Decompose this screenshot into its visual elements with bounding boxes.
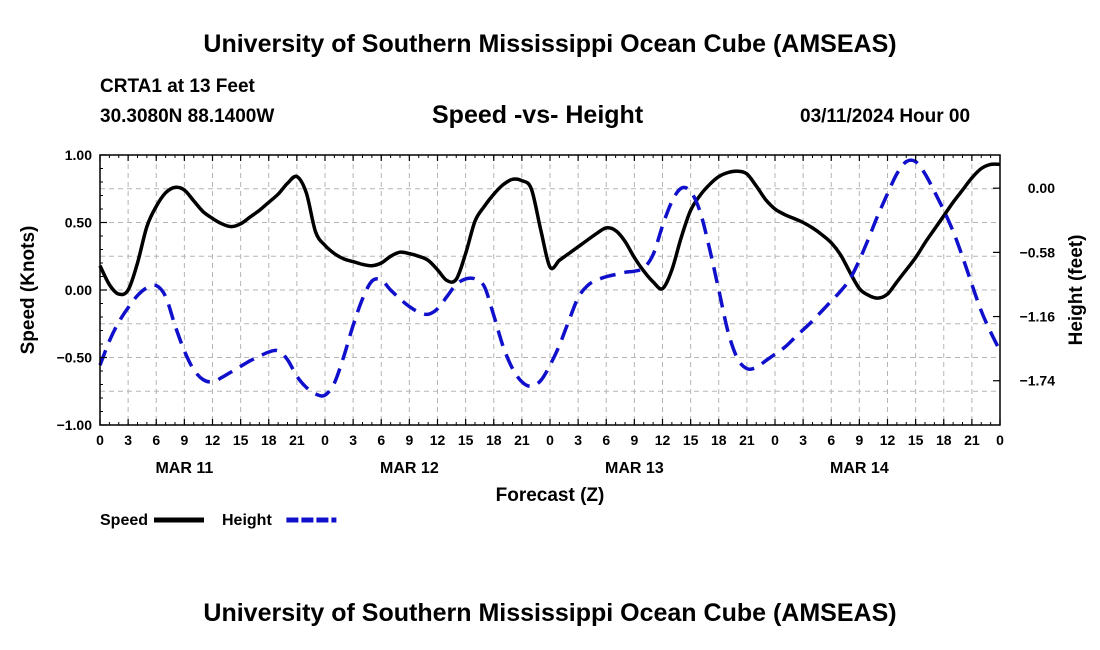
x-tick-label: 3: [124, 432, 132, 448]
x-tick-label: 0: [546, 432, 554, 448]
series-line-height: [98, 158, 1002, 398]
x-tick-label: 12: [430, 432, 446, 448]
x-tick-label: 21: [289, 432, 305, 448]
y2-axis-title: Height (feet): [1066, 235, 1087, 346]
x-tick-label: 15: [233, 432, 249, 448]
date-label: MAR 12: [380, 460, 439, 477]
x-tick-label: 3: [349, 432, 357, 448]
page-title: University of Southern Mississippi Ocean…: [203, 30, 897, 58]
x-tick-label: 9: [855, 432, 863, 448]
x-tick-label: 18: [711, 432, 727, 448]
x-tick-label: 0: [771, 432, 779, 448]
footer-title: University of Southern Mississippi Ocean…: [203, 599, 897, 627]
x-tick-label: 15: [908, 432, 924, 448]
x-tick-label: 18: [936, 432, 952, 448]
x-tick-label: 6: [377, 432, 385, 448]
coordinates-label: 30.3080N 88.1400W: [100, 106, 275, 127]
y2-tick-label: −1.16: [1020, 309, 1056, 325]
x-tick-label: 15: [683, 432, 699, 448]
x-tick-label: 6: [827, 432, 835, 448]
x-tick-label: 3: [574, 432, 582, 448]
x-tick-label: 6: [152, 432, 160, 448]
x-tick-label: 0: [96, 432, 104, 448]
y-axis-title: Speed (Knots): [18, 226, 39, 355]
date-label: MAR 13: [605, 460, 664, 477]
y-tick-label: 1.00: [65, 147, 92, 163]
x-tick-label: 18: [486, 432, 502, 448]
x-axis-title: Forecast (Z): [496, 485, 605, 506]
x-tick-label: 15: [458, 432, 474, 448]
x-tick-label: 9: [405, 432, 413, 448]
y2-tick-label: 0.00: [1028, 180, 1055, 196]
legend-label-height: Height: [222, 512, 272, 529]
date-label: MAR 11: [155, 460, 213, 477]
legend: Speed Height: [100, 512, 337, 529]
x-tick-label: 3: [799, 432, 807, 448]
y-tick-label: 0.00: [65, 282, 92, 298]
x-tick-label: 0: [321, 432, 329, 448]
grid-lines: [99, 154, 1001, 426]
x-tick-label: 9: [180, 432, 188, 448]
x-tick-label: 6: [602, 432, 610, 448]
x-tick-label: 12: [655, 432, 671, 448]
x-tick-label: 9: [630, 432, 638, 448]
y2-tick-label: −0.58: [1020, 244, 1056, 260]
y-tick-label: 0.50: [65, 215, 92, 231]
x-tick-label: 12: [205, 432, 221, 448]
axis-ticks: 0 3 6 9 12 15 18 21 0 3 6 9 12 15 18 21 0 3 6 9 12 15 18 21 0 3 6 9…: [57, 147, 1056, 477]
x-tick-label: 0: [996, 432, 1004, 448]
x-tick-label: 18: [261, 432, 277, 448]
y-tick-label: −1.00: [57, 417, 93, 433]
x-tick-label: 21: [514, 432, 530, 448]
series-layer: [98, 158, 1002, 398]
forecast-datetime: 03/11/2024 Hour 00: [800, 106, 971, 127]
x-tick-label: 21: [964, 432, 980, 448]
legend-label-speed: Speed: [100, 512, 148, 529]
station-label: CRTA1 at 13 Feet: [100, 76, 255, 97]
y-tick-label: −0.50: [57, 350, 93, 366]
date-label: MAR 14: [830, 460, 889, 477]
chart-title: Speed -vs- Height: [432, 101, 644, 129]
x-tick-label: 12: [880, 432, 896, 448]
x-tick-label: 21: [739, 432, 755, 448]
y2-tick-label: −1.74: [1020, 373, 1056, 389]
series-line-speed: [98, 162, 1001, 300]
